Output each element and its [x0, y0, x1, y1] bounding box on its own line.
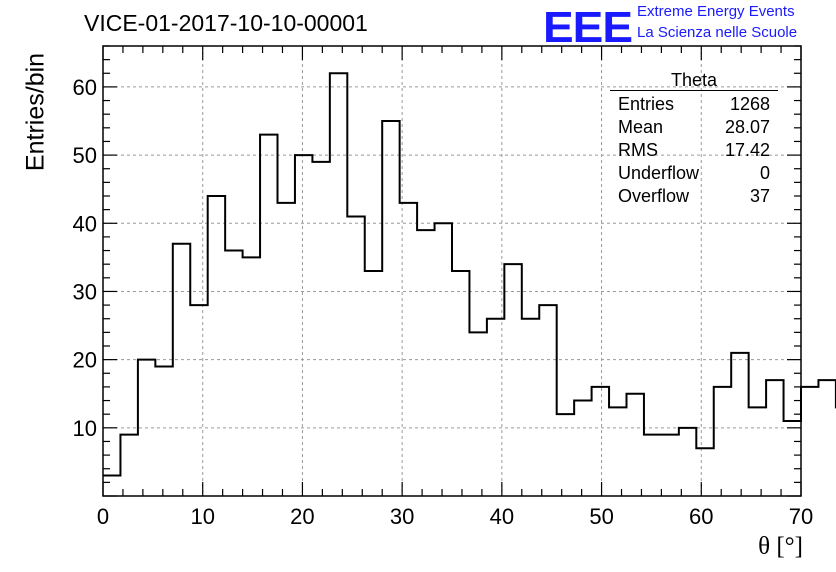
- stats-label: Underflow: [618, 163, 700, 183]
- histogram-bin: [312, 162, 329, 496]
- histogram-bin: [382, 121, 399, 496]
- stats-value: 1268: [729, 94, 770, 114]
- y-tick-label: 40: [73, 211, 97, 236]
- y-axis-label: Entries/bin: [21, 52, 50, 172]
- stats-label: Entries: [618, 94, 675, 114]
- histogram-bin: [504, 264, 521, 496]
- histogram-bin: [225, 251, 242, 496]
- histogram-bin: [574, 401, 591, 496]
- x-tick-label: 10: [190, 504, 214, 529]
- histogram-bin: [487, 319, 504, 496]
- stats-row-mean: Mean 28.07: [610, 116, 778, 139]
- histogram-bin: [155, 366, 172, 496]
- histogram-bin: [347, 216, 364, 496]
- histogram-bin: [661, 435, 678, 496]
- histogram-bin: [190, 305, 207, 496]
- histogram-bin: [120, 435, 137, 496]
- histogram-bin: [818, 380, 835, 496]
- histogram-bin: [522, 319, 539, 496]
- x-axis-label: θ [°]: [758, 533, 803, 560]
- histogram-bin: [679, 428, 696, 496]
- histogram-bin: [609, 407, 626, 496]
- stats-row-underflow: Underflow 0: [610, 162, 778, 185]
- histogram-bin: [644, 435, 661, 496]
- histogram-bin: [417, 230, 434, 496]
- stats-row-overflow: Overflow 37: [610, 185, 778, 208]
- histogram-bin: [469, 332, 486, 496]
- tick-labels: 0 10 20 30 40 50 60 70 10 20 30 40 50 60: [73, 75, 814, 529]
- logo-line-2: La Scienza nelle Scuole: [637, 24, 798, 41]
- y-tick-label: 20: [73, 348, 97, 373]
- histogram-bin: [330, 73, 347, 496]
- stats-label: Overflow: [618, 186, 690, 206]
- stats-label: Mean: [618, 117, 664, 137]
- histogram-bin: [452, 271, 469, 496]
- histogram-bin: [435, 223, 452, 496]
- histogram-line: [103, 72, 836, 477]
- y-tick-label: 50: [73, 143, 97, 168]
- stats-row-entries: Entries 1268: [610, 93, 778, 116]
- histogram-bin: [784, 421, 801, 496]
- histogram-bin: [208, 196, 225, 496]
- histogram-bin: [592, 387, 609, 496]
- histogram-bin: [243, 257, 260, 496]
- chart-title: VICE-01-2017-10-10-00001: [84, 10, 368, 36]
- histogram-bin: [731, 353, 748, 496]
- stats-box: Theta Entries 1268 Mean 28.07 RMS 17.42 …: [610, 70, 778, 208]
- histogram-bin: [278, 203, 295, 496]
- x-tick-label: 50: [589, 504, 613, 529]
- y-tick-label: 10: [73, 416, 97, 441]
- histogram-bin: [557, 414, 574, 496]
- stats-value: 28.07: [724, 117, 770, 137]
- histogram-bin: [801, 387, 818, 496]
- logo-line-1: Extreme Energy Events: [637, 3, 795, 20]
- stats-row-rms: RMS 17.42: [610, 139, 778, 162]
- axes: [102, 45, 802, 497]
- histogram-bin: [696, 448, 713, 496]
- histogram-series: [103, 72, 836, 496]
- stats-value: 17.42: [724, 140, 770, 160]
- histogram-bin: [173, 244, 190, 496]
- histogram-bin: [766, 380, 783, 496]
- tick-marks: [102, 45, 802, 497]
- y-tick-label: 30: [73, 279, 97, 304]
- histogram-bin: [539, 305, 556, 496]
- histogram-bin: [627, 394, 644, 496]
- histogram-bin: [400, 203, 417, 496]
- y-tick-label: 60: [73, 75, 97, 100]
- histogram-bin: [103, 476, 120, 496]
- x-tick-label: 0: [97, 504, 109, 529]
- histogram-bin: [749, 407, 766, 496]
- plot-frame: [102, 45, 802, 497]
- histogram-bin: [260, 135, 277, 496]
- x-tick-label: 60: [689, 504, 713, 529]
- stats-label: RMS: [618, 140, 658, 160]
- stats-title: Theta: [610, 70, 778, 91]
- histogram-bin: [295, 155, 312, 496]
- histogram-bin: [714, 387, 731, 496]
- eee-logo: EEE: [543, 2, 633, 52]
- histogram-bin: [138, 360, 155, 496]
- x-tick-label: 30: [390, 504, 414, 529]
- x-tick-label: 40: [490, 504, 514, 529]
- x-tick-label: 20: [290, 504, 314, 529]
- stats-value: 0: [759, 163, 770, 183]
- x-tick-label: 70: [789, 504, 813, 529]
- stats-value: 37: [749, 186, 770, 206]
- histogram-bin: [365, 271, 382, 496]
